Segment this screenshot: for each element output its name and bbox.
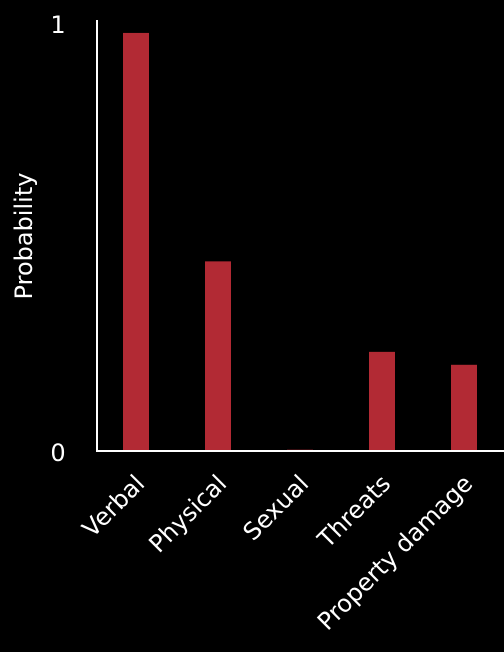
y-tick-label-min: 0	[50, 439, 65, 467]
x-tick-label-threats: Threats	[312, 469, 397, 554]
x-tick-label-property-damage: Property damage	[312, 469, 478, 635]
x-tick-label-verbal: Verbal	[77, 469, 150, 542]
x-tick-label-physical: Physical	[143, 469, 232, 558]
y-axis-title: Probability	[10, 173, 38, 300]
bar-verbal	[123, 32, 149, 452]
x-tick-label-sexual: Sexual	[238, 469, 315, 546]
bar-physical	[205, 261, 231, 451]
bar-property-damage	[451, 364, 477, 451]
bar-threats	[369, 351, 395, 451]
bars-group	[123, 32, 477, 452]
y-tick-label-max: 1	[50, 11, 65, 39]
